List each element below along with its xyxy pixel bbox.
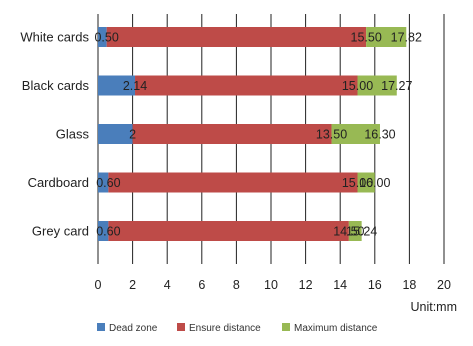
data-label: 13.50	[316, 128, 347, 142]
category-label: Glass	[56, 127, 90, 142]
data-label: 14.50	[333, 225, 364, 239]
x-tick-label: 0	[95, 278, 102, 292]
bar-segment	[132, 124, 332, 144]
legend-label: Maximum distance	[294, 323, 378, 334]
data-label: 15.00	[342, 176, 373, 190]
bar-segment	[98, 172, 109, 193]
bar-segment	[108, 172, 358, 193]
legend-label: Ensure distance	[189, 323, 261, 334]
x-tick-label: 6	[198, 278, 205, 292]
x-axis-ticks: 0 2 4 6 8 10 12 14 16 18 20	[95, 278, 451, 292]
category-labels: White cards Black cards Glass Cardboard Grey…	[20, 30, 89, 239]
x-tick-label: 12	[299, 278, 313, 292]
data-label: 16.30	[364, 128, 395, 142]
bar-segment	[108, 221, 349, 241]
bars	[98, 27, 407, 241]
x-tick-label: 2	[129, 278, 136, 292]
data-label: 16.00	[359, 176, 390, 190]
data-label: 15.50	[351, 31, 382, 45]
data-label: 2	[129, 128, 136, 142]
bar-segment	[98, 221, 109, 241]
bar-segment	[98, 27, 107, 47]
data-labels: 0.50 15.50 17.82 2.14 15.00 17.27 2 13.50 16.30 0…	[94, 31, 421, 239]
data-label: 2.14	[123, 79, 147, 93]
category-label: Black cards	[22, 78, 90, 93]
legend-swatch	[282, 323, 290, 331]
legend: Dead zone Ensure distance Maximum distance	[97, 323, 378, 334]
bar-segment	[135, 75, 358, 96]
data-label: 0.60	[96, 176, 120, 190]
data-label: 0.50	[94, 31, 118, 45]
data-label: 17.82	[391, 31, 422, 45]
x-tick-label: 16	[368, 278, 382, 292]
legend-label: Dead zone	[109, 323, 158, 334]
legend-swatch	[177, 323, 185, 331]
bar-segment	[357, 75, 397, 96]
bar-segment	[98, 124, 133, 144]
category-label: Cardboard	[28, 175, 89, 190]
data-label: 15.00	[342, 79, 373, 93]
x-tick-label: 8	[233, 278, 240, 292]
x-tick-label: 10	[264, 278, 278, 292]
bar-segment	[98, 75, 136, 96]
x-tick-label: 20	[437, 278, 451, 292]
x-tick-label: 4	[164, 278, 171, 292]
data-label: 15.24	[346, 225, 377, 239]
bar-segment	[331, 124, 380, 144]
x-tick-label: 18	[402, 278, 416, 292]
unit-label: Unit:mm	[410, 300, 457, 314]
data-label: 17.27	[381, 79, 412, 93]
bar-segment	[348, 221, 362, 241]
bar-segment	[106, 27, 367, 47]
bar-segment	[357, 172, 375, 193]
category-label: Grey card	[32, 224, 89, 239]
bar-segment	[366, 27, 407, 47]
data-label: 0.60	[96, 225, 120, 239]
category-label: White cards	[20, 30, 89, 45]
legend-swatch	[97, 323, 105, 331]
x-tick-label: 14	[333, 278, 347, 292]
